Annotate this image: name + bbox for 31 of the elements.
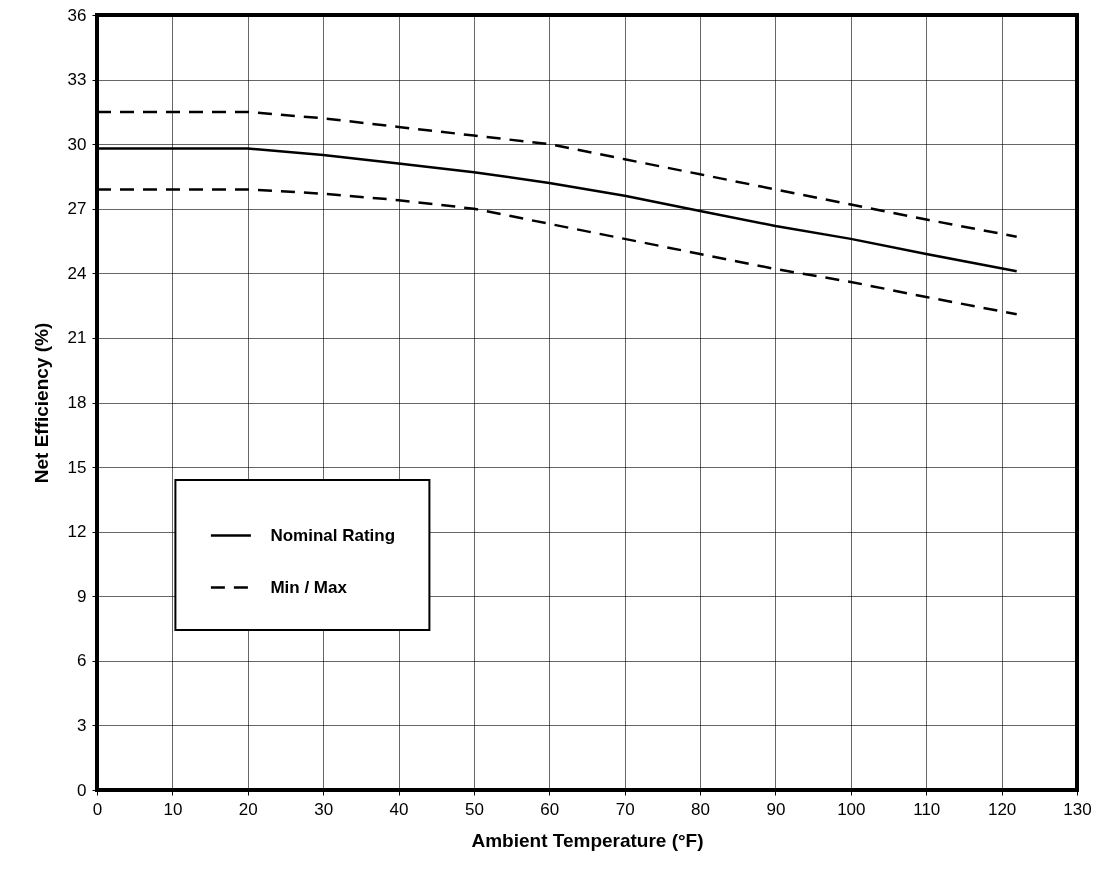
x-tick-label: 100 bbox=[837, 799, 866, 819]
y-tick-label: 33 bbox=[67, 70, 87, 90]
x-tick-label: 50 bbox=[464, 799, 484, 819]
x-tick-label: 30 bbox=[314, 799, 334, 819]
y-tick-label: 18 bbox=[67, 393, 87, 412]
x-tick-label: 130 bbox=[1063, 799, 1092, 819]
x-tick-label: 60 bbox=[540, 799, 560, 819]
x-tick-label: 80 bbox=[691, 799, 711, 819]
y-tick-label: 6 bbox=[77, 651, 87, 671]
x-tick-label: 20 bbox=[238, 799, 258, 819]
y-tick-label: 24 bbox=[67, 263, 87, 283]
y-tick-label: 15 bbox=[67, 457, 87, 477]
y-tick-label: 21 bbox=[67, 328, 87, 348]
x-axis-title: Ambient Temperature (°F) bbox=[471, 829, 704, 851]
x-tick-label: 0 bbox=[92, 799, 103, 819]
legend-label: Min / Max bbox=[270, 577, 348, 597]
x-tick-label: 110 bbox=[913, 799, 941, 819]
x-tick-label: 40 bbox=[389, 799, 409, 819]
legend-label: Nominal Rating bbox=[270, 525, 396, 545]
y-tick-label: 3 bbox=[77, 715, 87, 735]
y-tick-label: 0 bbox=[77, 780, 87, 800]
y-tick-label: 12 bbox=[67, 522, 87, 542]
y-tick-label: 27 bbox=[67, 199, 87, 219]
x-tick-label: 120 bbox=[987, 799, 1017, 819]
y-tick-label: 30 bbox=[67, 134, 87, 154]
x-tick-label: 10 bbox=[163, 799, 183, 819]
y-tick-label: 36 bbox=[67, 5, 87, 25]
y-tick-label: 9 bbox=[77, 586, 87, 606]
x-tick-label: 90 bbox=[766, 799, 786, 819]
y-axis-title: Net Efficiency (%) bbox=[30, 322, 52, 484]
x-tick-label: 70 bbox=[615, 799, 635, 819]
